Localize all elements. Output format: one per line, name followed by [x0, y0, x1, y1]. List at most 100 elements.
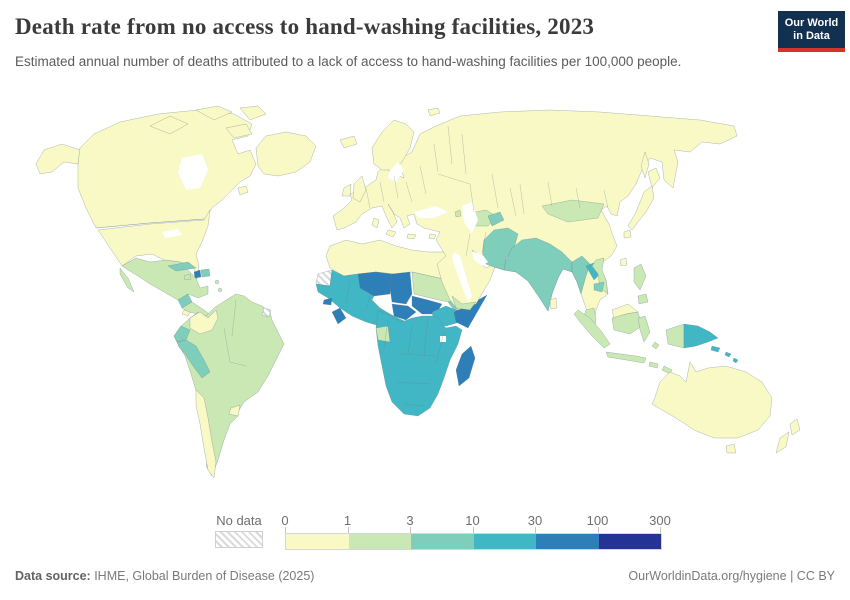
legend-bin-1-3[interactable] [348, 534, 411, 549]
legend-bin-100-300[interactable] [598, 534, 661, 549]
country-canada[interactable] [77, 109, 257, 229]
country-new-zealand-south[interactable] [775, 431, 790, 454]
country-taiwan[interactable] [619, 257, 628, 267]
country-java[interactable] [605, 351, 647, 364]
country-central-african-republic[interactable] [391, 303, 417, 321]
black-sea [414, 206, 448, 218]
country-greenland[interactable] [255, 131, 317, 177]
legend-tick-3: 3 [406, 513, 414, 528]
country-sulawesi[interactable] [637, 315, 651, 343]
legend-bin-10-30[interactable] [473, 534, 536, 549]
country-guinea-bissau[interactable] [322, 297, 333, 306]
country-baja-california[interactable] [119, 267, 135, 293]
country-lesser-antilles-1[interactable] [214, 279, 220, 285]
country-west-papua[interactable] [665, 323, 685, 349]
country-newfoundland[interactable] [237, 185, 249, 196]
country-dominican-republic[interactable] [200, 268, 211, 278]
country-moluccas[interactable] [651, 341, 660, 350]
country-vietnam[interactable] [591, 257, 609, 295]
country-united-kingdom[interactable] [352, 175, 367, 203]
country-el-salvador[interactable] [181, 309, 191, 317]
country-lesser-sunda[interactable] [648, 361, 659, 369]
country-alaska[interactable] [35, 143, 81, 175]
country-myanmar[interactable] [571, 255, 591, 295]
country-crete[interactable] [406, 233, 417, 240]
hudson-bay [178, 154, 208, 190]
country-armenia[interactable] [454, 209, 462, 218]
great-lakes [162, 229, 182, 238]
country-uruguay[interactable] [228, 404, 241, 417]
country-colombia[interactable] [189, 309, 219, 335]
country-japan-honshu[interactable] [627, 185, 655, 231]
country-chad[interactable] [389, 271, 413, 305]
owid-logo-box: Our World in Data [778, 11, 845, 48]
country-cuba[interactable] [167, 261, 197, 272]
country-arctic-island-1[interactable] [149, 115, 189, 135]
owid-logo-red-bar [778, 47, 845, 52]
legend-bin-0-1[interactable] [286, 534, 349, 549]
country-ireland[interactable] [341, 183, 352, 197]
country-arctic-island-2[interactable] [195, 105, 233, 121]
country-cyprus[interactable] [428, 233, 437, 240]
footer-license[interactable]: CC BY [796, 569, 835, 583]
country-papua-new-guinea[interactable] [683, 323, 719, 349]
country-sardinia[interactable] [371, 217, 380, 229]
footer-link[interactable]: OurWorldinData.org/hygiene [628, 569, 787, 583]
country-sri-lanka[interactable] [549, 297, 558, 310]
country-madagascar[interactable] [455, 345, 476, 387]
country-niger[interactable] [357, 271, 393, 297]
country-new-britain[interactable] [710, 345, 721, 353]
caspian-sea [462, 202, 478, 234]
legend-bin-30-100[interactable] [536, 534, 599, 549]
footer-source: Data source: IHME, Global Burden of Dise… [15, 569, 314, 583]
legend-tickmark [285, 527, 286, 533]
map-legend: No data 0 1 3 10 30 100 300 [0, 513, 850, 555]
legend-tick-30: 30 [527, 513, 543, 528]
no-data-swatch[interactable] [215, 531, 263, 548]
country-gabon-equatorial-guinea[interactable] [375, 325, 391, 343]
footer: Data source: IHME, Global Burden of Dise… [15, 569, 835, 583]
page-title: Death rate from no access to hand-washin… [15, 14, 595, 39]
country-solomon-islands-2[interactable] [732, 357, 739, 364]
country-solomon-islands-1[interactable] [724, 351, 732, 358]
country-ecuador[interactable] [173, 325, 191, 343]
country-philippines[interactable] [633, 263, 647, 291]
legend-tick-0: 0 [281, 513, 289, 528]
baltic-sea [388, 162, 404, 182]
country-lesser-antilles-2[interactable] [217, 287, 223, 293]
country-philippines-mindanao[interactable] [637, 293, 649, 305]
country-new-zealand-north[interactable] [789, 418, 801, 436]
legend-no-data-label: No data [216, 513, 262, 528]
legend-tickmark [410, 527, 411, 533]
legend-bin-3-10[interactable] [411, 534, 474, 549]
country-sumatra[interactable] [573, 309, 611, 349]
country-sakhalin[interactable] [640, 151, 650, 179]
country-iceland[interactable] [339, 135, 358, 149]
country-tajikistan-kyrgyzstan[interactable] [487, 211, 505, 227]
country-mongolia[interactable] [541, 199, 605, 223]
owid-logo[interactable]: Our World in Data [778, 11, 845, 52]
country-tasmania[interactable] [725, 443, 737, 454]
country-french-guiana[interactable] [261, 307, 272, 318]
country-yemen[interactable] [451, 295, 477, 311]
region-scandinavia[interactable] [371, 119, 415, 171]
legend-tick-100: 100 [586, 513, 609, 528]
legend-tick-10: 10 [465, 513, 480, 528]
country-western-sahara[interactable] [315, 269, 333, 287]
country-japan-hokkaido[interactable] [647, 167, 661, 189]
country-sierra-leone-liberia[interactable] [331, 307, 347, 325]
legend-color-bar [285, 533, 662, 550]
country-svalbard[interactable] [427, 107, 441, 117]
country-arctic-island-4[interactable] [225, 123, 253, 139]
region-central-southern-africa[interactable] [375, 309, 463, 417]
country-haiti[interactable] [193, 269, 202, 279]
country-jamaica[interactable] [183, 273, 192, 281]
country-cambodia[interactable] [593, 281, 605, 293]
country-chile[interactable] [195, 389, 217, 479]
country-peru[interactable] [176, 339, 211, 379]
country-arctic-island-3[interactable] [239, 105, 267, 121]
country-sicily[interactable] [385, 229, 397, 238]
country-australia[interactable] [651, 361, 773, 439]
country-japan-kyushu[interactable] [623, 229, 632, 239]
